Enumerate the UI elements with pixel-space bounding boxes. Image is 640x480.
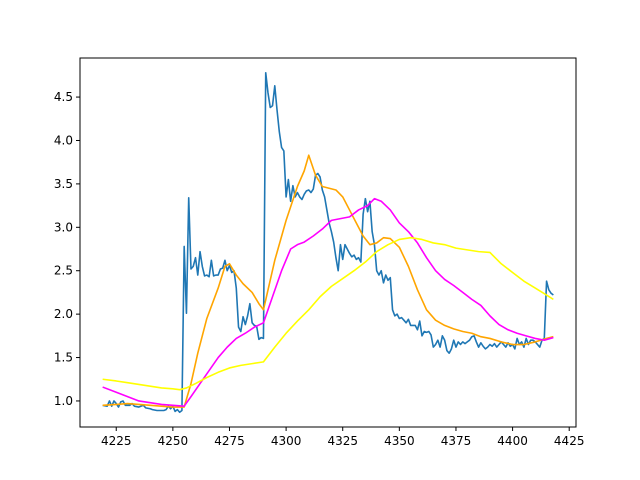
y-axis: 1.0 1.5 2.0 2.5 3.0 3.5 4.0 4.5 (54, 90, 80, 408)
y-tick-label: 4.5 (54, 90, 73, 104)
x-tick-label: 4225 (101, 434, 132, 448)
series-line-4 (102, 236, 554, 391)
series-line-2 (102, 154, 554, 408)
x-tick-label: 4400 (497, 434, 528, 448)
x-tick-label: 4425 (554, 434, 585, 448)
y-tick-label: 3.0 (54, 220, 73, 234)
plot-area (80, 58, 576, 427)
y-tick-label: 3.5 (54, 177, 73, 191)
x-tick-label: 4350 (384, 434, 415, 448)
x-tick-label: 4275 (214, 434, 245, 448)
series-line-3 (102, 197, 554, 407)
series-line-1 (102, 71, 554, 414)
x-tick-label: 4300 (271, 434, 302, 448)
x-tick-label: 4250 (158, 434, 189, 448)
plot-frame (79, 57, 577, 428)
y-tick-label: 1.0 (54, 394, 73, 408)
y-tick-label: 2.5 (54, 264, 73, 278)
y-tick-label: 4.0 (54, 133, 73, 147)
y-tick-label: 2.0 (54, 307, 73, 321)
series-layer (102, 71, 554, 414)
x-axis: 4225 4250 4275 4300 4325 4350 4375 4400 4425 (101, 427, 585, 448)
y-tick-label: 1.5 (54, 351, 73, 365)
x-tick-label: 4375 (441, 434, 472, 448)
x-tick-label: 4325 (327, 434, 358, 448)
